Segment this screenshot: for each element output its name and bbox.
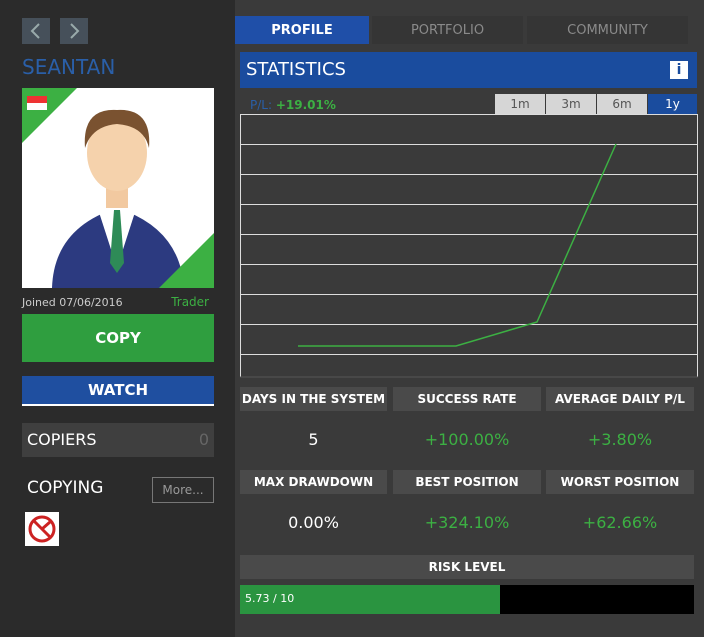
copiers-count: 0 <box>198 430 209 449</box>
period-button[interactable]: 6m <box>597 94 647 114</box>
avatar <box>22 88 214 288</box>
more-button[interactable]: More... <box>152 477 214 503</box>
stat-label: AVERAGE DAILY P/L <box>546 387 694 411</box>
statistics-title: STATISTICS <box>246 59 346 80</box>
risk-value: 5.73 / 10 <box>245 592 295 605</box>
risk-bar-track: 5.73 / 10 <box>240 585 694 614</box>
copy-button[interactable]: COPY <box>22 314 214 362</box>
stat-label: DAYS IN THE SYSTEM <box>240 387 387 411</box>
joined-date: Joined 07/06/2016 <box>22 296 123 309</box>
tab-community[interactable]: COMMUNITY <box>527 16 688 44</box>
stat-value: +62.66% <box>582 512 658 532</box>
risk-level-header: RISK LEVEL <box>240 555 694 579</box>
copied-trader-icon[interactable] <box>25 512 59 546</box>
risk-bar <box>240 585 501 614</box>
tab-portfolio[interactable]: PORTFOLIO <box>372 16 523 44</box>
copying-label: COPYING <box>27 478 104 498</box>
stat-label: MAX DRAWDOWN <box>240 470 387 494</box>
pl-row: P/L: +19.01% <box>250 98 336 112</box>
copiers-label: COPIERS <box>27 430 97 449</box>
watch-label: WATCH <box>87 381 149 399</box>
stat-label: WORST POSITION <box>546 470 694 494</box>
stat-value: 5 <box>308 429 319 449</box>
period-button[interactable]: 1m <box>495 94 545 114</box>
period-button[interactable]: 3m <box>546 94 596 114</box>
stat-value: +324.10% <box>424 512 510 532</box>
stat-label: BEST POSITION <box>393 470 541 494</box>
copiers-box: COPIERS 0 <box>22 423 214 457</box>
username: SEANTAN <box>22 55 116 79</box>
stat-value: 0.00% <box>288 512 339 532</box>
pl-value: +19.01% <box>275 98 336 112</box>
stat-label: SUCCESS RATE <box>393 387 541 411</box>
tab-profile[interactable]: PROFILE <box>235 16 369 44</box>
pl-chart <box>240 114 698 378</box>
pl-line <box>298 143 617 347</box>
pl-label: P/L: <box>250 98 273 112</box>
statistics-header: STATISTICS i <box>240 52 697 88</box>
stat-value: +100.00% <box>424 429 510 449</box>
info-icon[interactable]: i <box>670 61 688 79</box>
copy-label: COPY <box>95 329 141 347</box>
role: Trader <box>171 295 209 309</box>
stat-value: +3.80% <box>587 429 653 449</box>
forward-button[interactable] <box>60 18 88 44</box>
period-button[interactable]: 1y <box>648 94 697 114</box>
watch-button[interactable]: WATCH <box>22 376 214 406</box>
back-button[interactable] <box>22 18 50 44</box>
